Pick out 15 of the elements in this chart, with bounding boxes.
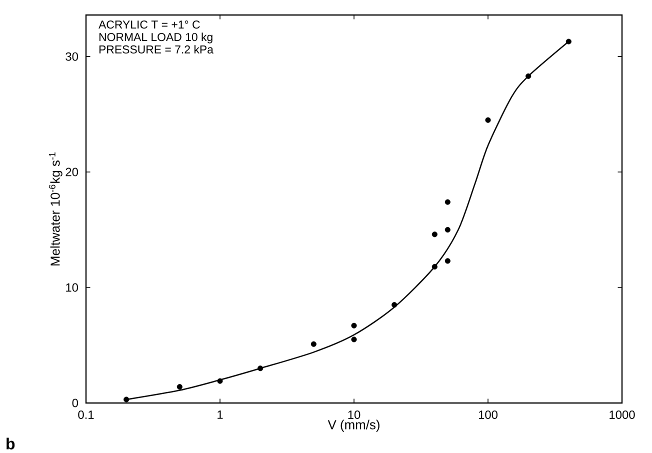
x-tick-label: 10 [348,410,360,419]
y-tick-label: 0 [72,398,78,408]
text: b [6,438,15,450]
y-tick-label: 20 [66,168,78,176]
x-axis-title: V (mm/s) [328,420,380,432]
annotation: ACRYLIC T = +1° C [98,20,200,29]
x-tick-label: 100 [478,410,498,419]
y-tick-label: 30 [66,52,78,61]
x-tick-label: 1000 [610,410,635,419]
y-tick-label: 10 [66,283,78,292]
y-axis-title: Meltwater 10$^{-6}$kg s$^{-1}$ [48,152,62,266]
x-tick-label: 1 [218,410,223,419]
x-tick-label: 0.1 [78,410,94,419]
annotation: NORMAL LOAD 10 kg [99,32,212,44]
annotation: PRESSURE = 7.2 kPa [99,45,214,54]
